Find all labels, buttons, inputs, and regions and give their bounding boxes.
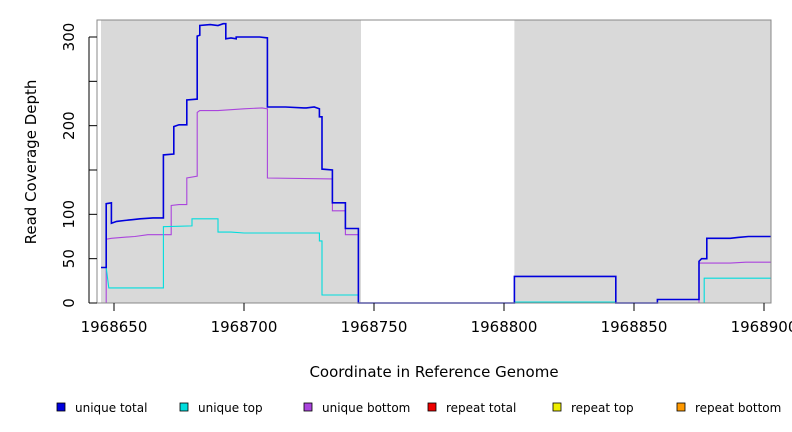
x-tick-label-1968650: 1968650 [81, 318, 148, 336]
x-axis-title: Coordinate in Reference Genome [309, 363, 558, 381]
x-axis: 1968650 1968700 1968750 1968800 1968850 19689… [81, 303, 792, 336]
x-tick-label-1968700: 1968700 [211, 318, 278, 336]
legend-swatch-repeat-bottom [676, 402, 686, 412]
legend-swatch-repeat-total [427, 402, 437, 412]
x-tick-label-1968800: 1968800 [471, 318, 538, 336]
legend-label-unique-bottom: unique bottom [322, 401, 410, 415]
y-tick-label-50: 50 [60, 249, 78, 268]
x-tick-label-1968900: 1968900 [731, 318, 792, 336]
shaded-region-1 [101, 20, 361, 303]
y-tick-label-200: 200 [60, 111, 78, 140]
shaded-regions [101, 20, 771, 303]
legend-swatch-unique-top [179, 402, 189, 412]
legend-label-repeat-total: repeat total [446, 401, 516, 415]
legend-label-repeat-bottom: repeat bottom [695, 401, 781, 415]
shaded-region-2 [514, 20, 771, 303]
y-axis: 0 50 100 200 300 [60, 23, 97, 308]
legend-swatch-repeat-top [552, 402, 562, 412]
legend-label-repeat-top: repeat top [571, 401, 634, 415]
plot-frame [96, 19, 772, 304]
x-tick-label-1968750: 1968750 [341, 318, 408, 336]
y-tick-label-100: 100 [60, 200, 78, 229]
y-tick-label-300: 300 [60, 23, 78, 52]
legend-label-unique-top: unique top [198, 401, 263, 415]
legend-swatch-unique-total [56, 402, 66, 412]
legend-swatch-unique-bottom [303, 402, 313, 412]
x-tick-label-1968850: 1968850 [601, 318, 668, 336]
legend: unique total unique top unique bottom repea… [56, 401, 781, 415]
legend-label-unique-total: unique total [75, 401, 147, 415]
y-axis-title: Read Coverage Depth [22, 80, 40, 245]
y-tick-label-0: 0 [60, 298, 78, 308]
